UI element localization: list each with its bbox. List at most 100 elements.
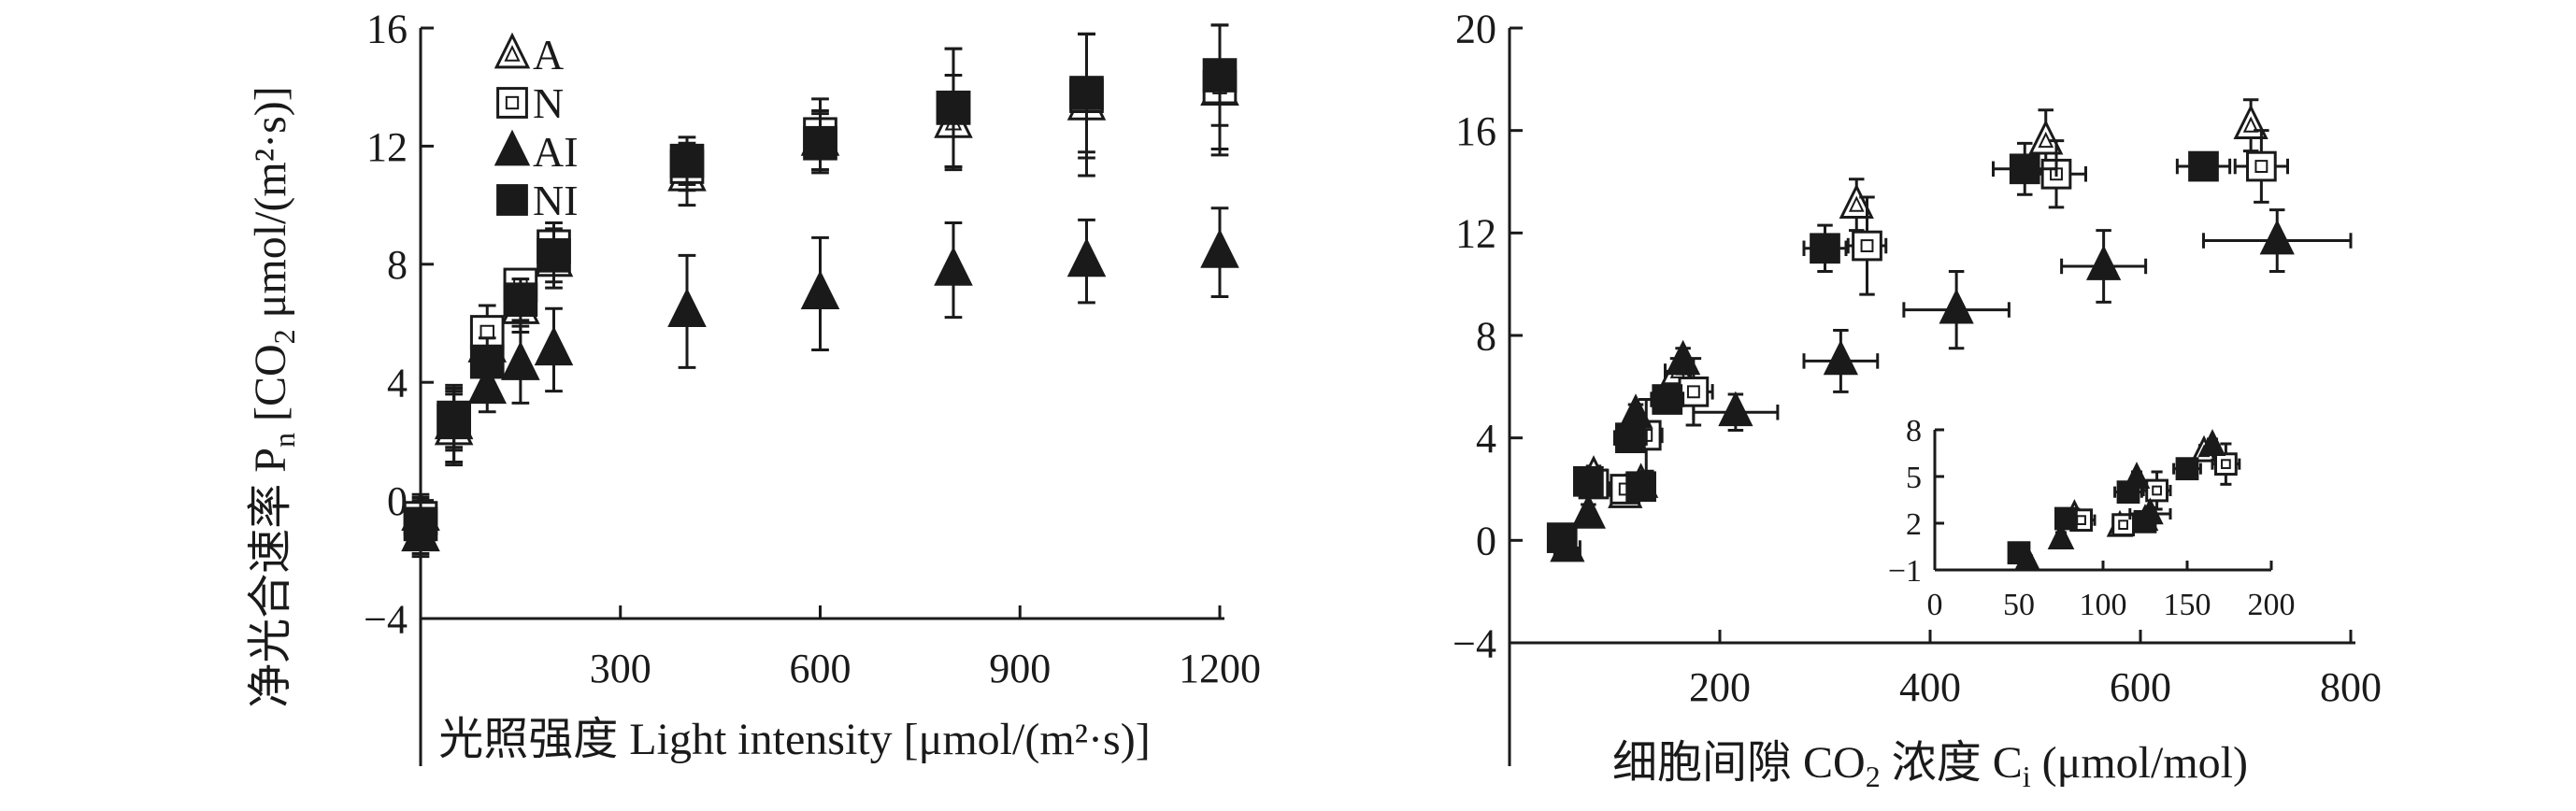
left-y-tick-label: 4 [387,361,408,406]
right-point-N-inner [1686,385,1700,399]
left-y-tick-label: 8 [387,242,408,288]
left-y-tick-label: 0 [387,478,408,524]
left-x-tick-label: 600 [790,646,852,691]
left-point-NI [403,506,438,542]
right-point-AI [1570,493,1606,529]
inset-x-tick-label: 200 [2248,588,2296,622]
left-y-axis-title-sub2: 2 [267,329,301,344]
legend-label-A: A [533,31,564,78]
inset-point-NI [2116,480,2140,505]
left-ticks: −4 0 4 8 12 16 300 600 900 1200 [364,6,1261,691]
right-point-NI [1615,422,1646,454]
inset-point-AI [2047,522,2075,549]
legend-label-N: N [533,79,564,127]
left-x-axis-title: 光照强度 Light intensity [μmol/(m²·s)] [438,715,1150,764]
inset-series-N [2066,442,2241,537]
left-point-AI [667,288,707,328]
left-y-axis-title-end: μmol/(m²·s)] [246,86,295,329]
legend-marker-N-inner [505,95,520,110]
left-x-tick-label: 300 [590,646,651,691]
inset-y-tick-label: 5 [1906,461,1922,495]
right-point-NI [1573,465,1604,497]
right-y-tick-label: 12 [1455,211,1496,257]
right-point-AI [1939,288,1974,324]
legend-marker-NI [496,184,528,216]
left-point-NI [469,344,505,379]
inset-points [2007,429,2241,572]
legend-label-AI: AI [533,128,579,176]
right-y-tick-label: 0 [1476,519,1496,564]
right-y-tick-label: 4 [1476,416,1496,462]
inset-series-NI [2007,457,2202,565]
inset-point-NI [2054,506,2078,531]
right-point-NI [1625,471,1656,503]
inset-ticks: −1 2 5 8 0 50 100 150 200 [1888,414,2296,622]
inset-point-N-inner [2118,519,2128,531]
left-y-tick-label: 16 [366,6,408,51]
inset-point-NI [2133,509,2157,534]
left-points [401,23,1239,559]
right-x-axis-title-main: 细胞间隙 CO [1612,738,1866,788]
right-x-tick-label: 400 [1899,664,1961,710]
right-point-AI [1718,391,1753,427]
right-points [1546,98,2353,562]
legend-label-NI: NI [533,177,579,224]
inset-point-NI [2007,541,2031,565]
inset-x-tick-label: 150 [2164,588,2211,622]
left-point-AI [534,326,574,366]
right-point-AI [2259,219,2295,255]
inset-point-AI [2198,429,2226,456]
inset-x-tick-label: 100 [2080,588,2127,622]
right-x-tick-label: 600 [2110,664,2171,710]
right-y-tick-label: 16 [1455,108,1496,154]
inset-y-tick-label: 8 [1906,414,1922,448]
left-point-NI [1202,58,1238,92]
legend-marker-AI [494,129,531,166]
left-point-NI [503,282,538,318]
right-point-AI [2086,245,2122,280]
right-series-NI [1546,141,2232,553]
right-point-N-inner [2254,160,2268,173]
right-x-axis-title-end: (μmol/mol) [2031,738,2248,788]
left-y-axis-title-sub: n [267,433,301,448]
inset-y-tick-label: −1 [1888,554,1922,589]
left-series-NI [403,23,1238,555]
right-x-axis-title: 细胞间隙 CO2 浓度 Ci (μmol/mol) [1612,738,2248,793]
legend-marker-A-inner [504,45,521,62]
inset-point-N-inner [2076,515,2086,526]
left-axes [419,28,1224,766]
left-point-AI [1066,237,1107,277]
right-x-tick-label: 800 [2320,664,2382,710]
right-x-axis-title-mid: 浓度 C [1881,738,2023,788]
left-point-NI [803,125,837,161]
right-x-tick-label: 200 [1689,664,1751,710]
left-y-axis-title: 净光合速率 Pn [CO2 μmol/(m²·s)] [246,86,301,707]
right-point-N-inner [1860,239,1874,252]
left-point-NI [669,143,705,178]
inset-x-tick-label: 0 [1927,588,1943,622]
right-point-NI [2188,150,2219,182]
left-point-NI [936,90,971,125]
left-y-tick-label: −4 [364,596,408,642]
right-y-tick-label: 20 [1455,6,1496,51]
left-y-axis-title-main: 净光合速率 P [246,448,295,708]
left-point-AI [1200,228,1239,268]
right-point-AI [1666,339,1701,376]
inset-point-N-inner [2221,459,2231,470]
inset-point-NI [2175,457,2199,481]
right-point-A-inner [2242,116,2259,133]
inset-point-N-inner [2152,485,2162,496]
left-point-N-inner [479,324,494,340]
right-point-NI [1546,522,1578,553]
left-y-tick-label: 12 [366,124,408,170]
right-x-axis-title-sub: 2 [1866,760,1881,793]
inset-x-tick-label: 50 [2003,588,2035,622]
inset-y-tick-label: 2 [1906,507,1922,542]
right-y-tick-label: 8 [1476,313,1496,359]
left-point-AI [800,270,840,310]
right-x-axis-title-sub2: i [2023,760,2031,793]
left-point-NI [537,237,571,273]
